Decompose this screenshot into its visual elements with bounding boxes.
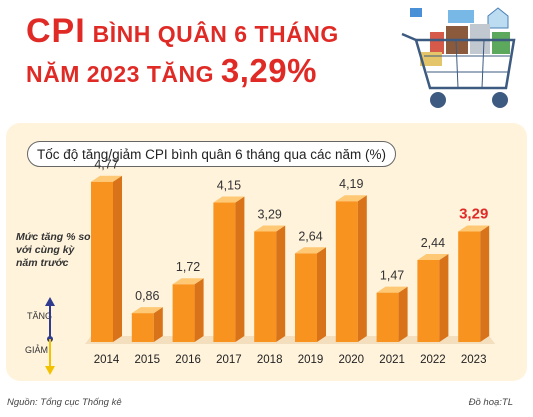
legend-arrow-icon	[45, 297, 55, 375]
x-tick-label: 2014	[94, 354, 120, 366]
x-tick-label: 2023	[461, 354, 487, 366]
bar-side	[113, 175, 122, 342]
shopping-cart-icon	[401, 7, 516, 108]
data-label: 1,72	[176, 260, 200, 274]
legend-down-label: GIẢM	[25, 345, 49, 355]
bar-top	[213, 196, 245, 203]
title-subject: BÌNH QUÂN 6 THÁNG	[92, 21, 339, 47]
chart-title: Tốc độ tăng/giảm CPI bình quân 6 tháng q…	[27, 141, 396, 167]
bar-side	[194, 278, 204, 342]
bar-front	[131, 313, 154, 342]
x-tick-label: 2017	[216, 354, 242, 366]
data-label: 2,64	[298, 229, 322, 243]
bar-top	[131, 307, 163, 314]
x-tick-label: 2022	[420, 354, 446, 366]
legend-note: Mức tăng % so với cùng kỳ năm trước	[16, 231, 91, 269]
data-label: 3,29	[258, 207, 282, 221]
bar-top	[254, 225, 286, 232]
bar-front	[295, 253, 317, 342]
x-tick-label: 2018	[257, 354, 283, 366]
title-cpi: CPI	[26, 12, 86, 50]
bar-side	[153, 307, 163, 342]
title-line-1: CPI BÌNH QUÂN 6 THÁNG	[26, 14, 396, 48]
data-label: 0,86	[135, 289, 159, 303]
data-label: 4,77	[94, 158, 118, 172]
bar-top	[376, 286, 408, 293]
bar-top	[91, 175, 122, 182]
bar-front	[335, 201, 358, 342]
bar-side	[439, 254, 449, 342]
bar-side	[235, 196, 245, 342]
bar-front	[458, 231, 481, 342]
data-label: 4,15	[217, 179, 241, 193]
bar-front	[91, 181, 113, 342]
x-tick-label: 2020	[339, 354, 365, 366]
x-tick-label: 2015	[135, 354, 161, 366]
data-label: 1,47	[380, 269, 404, 283]
x-tick-label: 2021	[379, 354, 405, 366]
bar-front	[417, 260, 440, 342]
bar-top	[335, 195, 367, 202]
data-label: 2,44	[421, 236, 445, 250]
x-tick-label: 2019	[298, 354, 324, 366]
page-title: CPI BÌNH QUÂN 6 THÁNG NĂM 2023 TĂNG 3,29…	[26, 14, 396, 87]
bar-top	[458, 225, 490, 232]
title-line-2: NĂM 2023 TĂNG 3,29%	[26, 54, 396, 87]
bar-top	[172, 278, 204, 285]
arrow-down-head	[45, 366, 55, 375]
legend-up-label: TĂNG	[27, 311, 53, 321]
arrow-up-head	[45, 297, 55, 306]
bar-front	[376, 292, 399, 342]
bar-side	[276, 225, 286, 342]
bar-side	[357, 195, 367, 342]
data-label: 4,19	[339, 177, 363, 191]
bar-front	[254, 231, 277, 342]
title-year-text: NĂM 2023 TĂNG	[26, 61, 214, 87]
title-value: 3,29%	[220, 52, 317, 89]
bar-top	[295, 247, 326, 254]
bar-side	[317, 247, 326, 342]
credit-note: Đồ hoạ:TL	[468, 397, 513, 408]
bar-front	[213, 202, 236, 342]
bar-side	[480, 225, 490, 342]
bars-group: 4,77 2014 0,86 2015 1,72 2016 4,15 2017 3,29 2018…	[85, 158, 496, 366]
x-tick-label: 2016	[175, 354, 201, 366]
data-label: 3,29	[459, 205, 488, 222]
bar-side	[398, 286, 408, 342]
source-note: Nguồn: Tổng cục Thống kê	[7, 397, 122, 408]
bar-top	[417, 254, 449, 261]
bar-front	[172, 284, 195, 342]
